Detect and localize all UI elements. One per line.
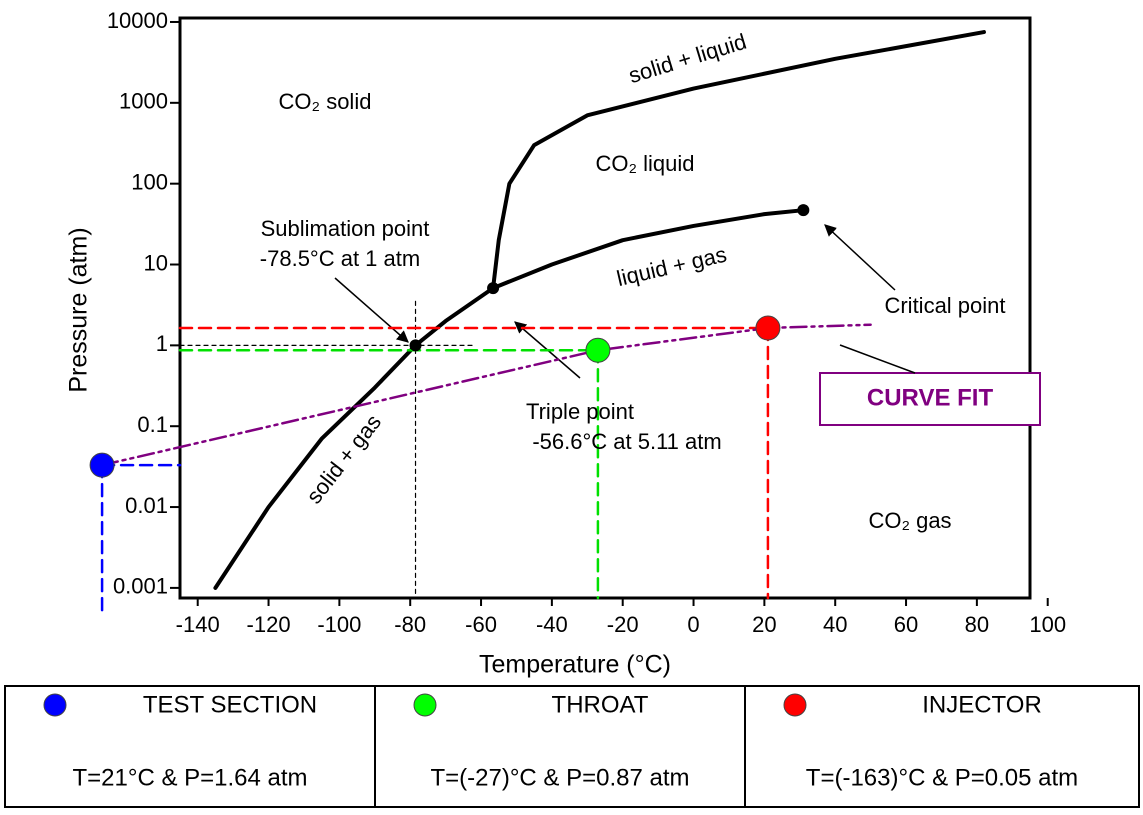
table-marker xyxy=(783,693,807,717)
x-tick-label: 100 xyxy=(1029,612,1066,637)
y-tick-label: 0.001 xyxy=(113,574,168,599)
annotation: CO₂ liquid xyxy=(595,151,694,176)
y-tick-label: 1000 xyxy=(119,89,168,114)
black-point xyxy=(797,204,810,217)
y-tick-label: 100 xyxy=(131,169,168,194)
annotation: -78.5°C at 1 atm xyxy=(260,246,420,271)
table-header: INJECTOR xyxy=(922,691,1042,718)
series-line xyxy=(491,208,806,291)
x-tick-label: -40 xyxy=(536,612,568,637)
annotation: Critical point xyxy=(884,293,1005,318)
y-tick-label: 10 xyxy=(144,250,168,275)
series-line xyxy=(213,286,496,590)
state-point xyxy=(755,315,781,341)
table-cell: T=(-27)°C & P=0.87 atm xyxy=(430,764,689,791)
annotation: -56.6°C at 5.11 atm xyxy=(532,429,721,454)
x-axis-label: Temperature (°C) xyxy=(479,651,671,679)
x-tick-label: -80 xyxy=(394,612,426,637)
arrow xyxy=(824,224,896,291)
x-tick-label: 20 xyxy=(752,612,776,637)
y-axis-label: Pressure (atm) xyxy=(65,227,93,392)
annotation: CO₂ gas xyxy=(868,508,951,533)
table xyxy=(4,685,1140,808)
callout-line xyxy=(839,344,916,374)
series-line xyxy=(100,323,872,467)
x-tick-label: -20 xyxy=(607,612,639,637)
curve-fit-box xyxy=(819,372,1041,426)
annotation: liquid + gas xyxy=(614,242,729,292)
annotation: Triple point xyxy=(526,399,634,424)
curve-fit-label: CURVE FIT xyxy=(867,384,994,411)
y-tick-label: 10000 xyxy=(107,8,168,33)
black-point xyxy=(487,282,500,295)
state-point xyxy=(585,337,611,363)
y-tick-label: 0.01 xyxy=(125,493,168,518)
y-tick-label: 0.1 xyxy=(137,412,168,437)
x-tick-label: 40 xyxy=(823,612,847,637)
y-tick-label: 1 xyxy=(156,331,168,356)
table-cell: T=(-163)°C & P=0.05 atm xyxy=(806,764,1078,791)
plot-frame xyxy=(178,16,1032,600)
black-point xyxy=(409,339,422,352)
x-tick-label: -60 xyxy=(465,612,497,637)
x-tick-label: -120 xyxy=(247,612,291,637)
table-marker xyxy=(413,693,437,717)
table-border xyxy=(4,685,1140,808)
arrow xyxy=(334,277,409,343)
series-line xyxy=(491,30,986,291)
x-tick-label: 0 xyxy=(687,612,699,637)
table-cell: T=21°C & P=1.64 atm xyxy=(72,764,307,791)
annotation: solid + gas xyxy=(301,410,386,509)
x-tick-label: 60 xyxy=(894,612,918,637)
table-header: TEST SECTION xyxy=(143,691,317,718)
table-header: THROAT xyxy=(552,691,649,718)
x-tick-label: -140 xyxy=(176,612,220,637)
x-tick-label: -100 xyxy=(317,612,361,637)
annotation: CO₂ solid xyxy=(279,89,372,114)
annotation: Sublimation point xyxy=(261,216,430,241)
state-point xyxy=(89,452,115,478)
table-marker xyxy=(43,693,67,717)
x-tick-label: 80 xyxy=(965,612,989,637)
